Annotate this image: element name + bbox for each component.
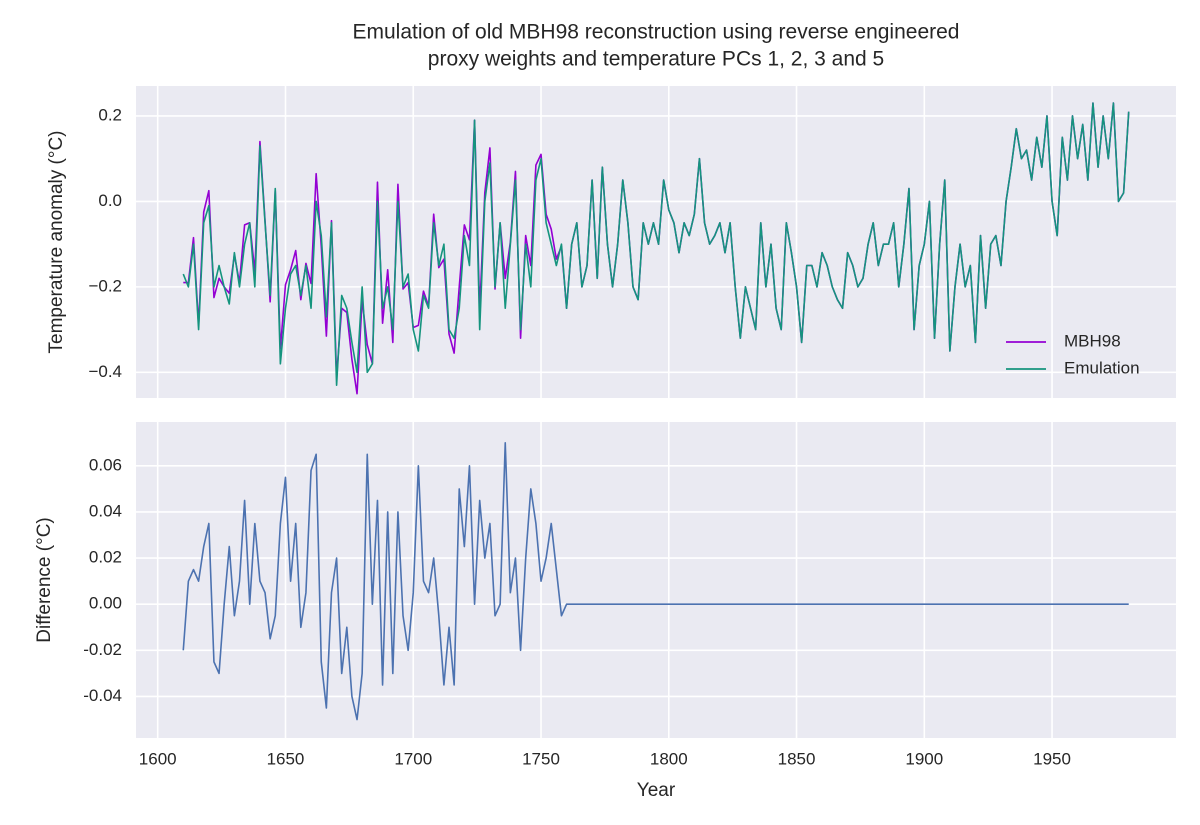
y-tick-label: 0.02	[89, 548, 122, 567]
series-line	[182, 441, 1129, 721]
y-tick-label: 0.04	[89, 501, 122, 520]
x-tick-label: 1950	[1033, 749, 1071, 768]
plot-area	[136, 86, 1176, 398]
x-tick-label: 1850	[778, 749, 816, 768]
y-axis-label: Difference (°C)	[34, 517, 55, 643]
x-tick-label: 1900	[905, 749, 943, 768]
y-tick-label: 0.2	[98, 105, 122, 124]
legend-label: Emulation	[1064, 358, 1140, 377]
y-tick-label: 0.06	[89, 455, 122, 474]
x-tick-label: 1800	[650, 749, 688, 768]
legend-label: MBH98	[1064, 331, 1121, 350]
y-axis-label: Temperature anomaly (°C)	[46, 130, 67, 353]
y-tick-label: -0.02	[83, 640, 122, 659]
y-tick-label: 0.0	[98, 191, 122, 210]
series-line	[182, 102, 1130, 386]
y-tick-label: −0.4	[88, 362, 122, 381]
chart-title: Emulation of old MBH98 reconstruction us…	[352, 21, 959, 44]
x-tick-label: 1750	[522, 749, 560, 768]
chart-title: proxy weights and temperature PCs 1, 2, …	[428, 48, 884, 71]
x-tick-label: 1700	[394, 749, 432, 768]
x-axis-label: Year	[637, 780, 676, 801]
x-tick-label: 1650	[267, 749, 305, 768]
x-tick-label: 1600	[139, 749, 177, 768]
y-tick-label: −0.2	[88, 276, 122, 295]
plot-area	[136, 422, 1176, 738]
y-tick-label: 0.00	[89, 594, 122, 613]
y-tick-label: -0.04	[83, 686, 122, 705]
